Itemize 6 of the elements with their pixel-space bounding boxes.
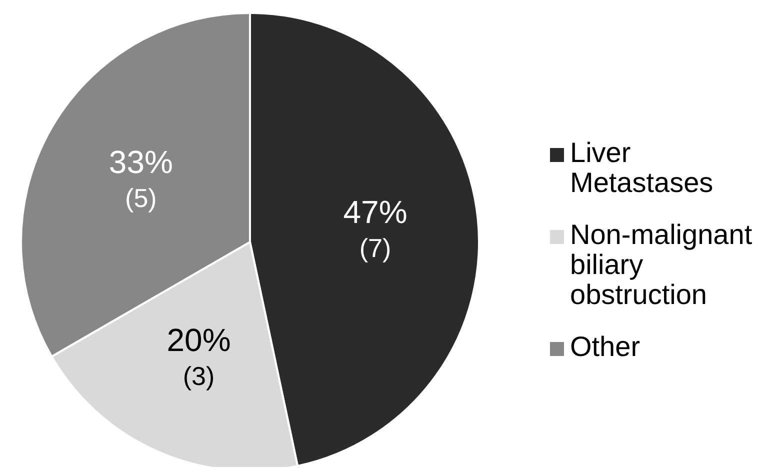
legend-label: Liver Metastases [570, 137, 714, 198]
data-label: 20% (3) [166, 322, 231, 392]
legend-label: Non-malignant biliary obstruction [570, 219, 754, 310]
legend-label: Other [570, 331, 640, 362]
data-label: 47% (7) [343, 194, 408, 263]
data-label: 33% (5) [108, 144, 173, 214]
